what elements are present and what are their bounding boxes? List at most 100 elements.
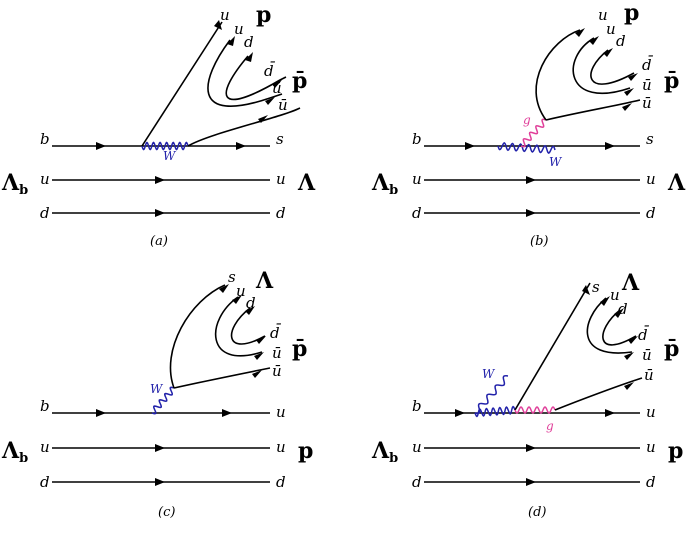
- arrow: [624, 352, 634, 360]
- hadron-label-proton: p: [624, 0, 639, 26]
- quark-label-u: u: [646, 403, 656, 421]
- arrow: [582, 285, 590, 295]
- w-boson-loop: [497, 142, 556, 154]
- quark-label-b: b: [412, 397, 422, 415]
- quark-label-u: u: [606, 20, 616, 38]
- quark-line-u-d-pair: [214, 296, 263, 357]
- w-boson-propagator: [141, 141, 189, 151]
- quark-line-d-dbar-pair: [230, 307, 266, 345]
- arrow: [455, 409, 465, 417]
- hadron-label-lambda-b: Λb: [371, 170, 398, 198]
- arrow: [245, 52, 253, 62]
- hadron-label-antiproton: p̄: [292, 336, 307, 362]
- hadron-label-lambda-b: Λb: [1, 170, 28, 198]
- quark-label-u: u: [646, 438, 656, 456]
- gluon-label: g: [546, 419, 554, 433]
- quark-label-d: d: [276, 473, 286, 491]
- quark-label-ubar: ū: [278, 96, 288, 114]
- quark-label-d: d: [40, 473, 50, 491]
- caption-d: (d): [528, 505, 546, 520]
- arrow: [155, 478, 165, 486]
- arrow: [600, 296, 610, 306]
- diagram-d: b u d u u d s u d d̄ ū ū W g Λ p̄ p Λb (…: [371, 270, 683, 520]
- hadron-label-lambda: Λ: [621, 270, 640, 296]
- quark-label-u: u: [610, 286, 620, 304]
- quark-label-s: s: [592, 278, 600, 296]
- quark-label-d: d: [618, 300, 628, 318]
- quark-label-ubar: ū: [642, 76, 652, 94]
- quark-label-d: d: [40, 204, 50, 222]
- quark-label-u: u: [412, 170, 422, 188]
- hadron-label-lambda: Λ: [297, 170, 316, 196]
- quark-label-d: d: [646, 204, 656, 222]
- quark-label-d: d: [412, 473, 422, 491]
- quark-label-dbar: d̄: [642, 56, 653, 74]
- quark-line-ubar-out: [554, 377, 643, 411]
- quark-line-ubar-out: [173, 367, 271, 389]
- arrow: [526, 478, 536, 486]
- arrow: [96, 409, 106, 417]
- quark-line-d-dbar-pair: [225, 55, 287, 101]
- quark-line-d-dbar-pair: [602, 309, 637, 346]
- quark-line-d-dbar-pair: [590, 49, 635, 85]
- arrow: [628, 336, 638, 344]
- quark-label-d: d: [246, 294, 256, 312]
- diagram-b: b u d s u d u u d d̄ ū ū W g p p̄ Λ Λb (…: [371, 0, 686, 249]
- w-boson-label: W: [150, 382, 164, 396]
- arrow: [155, 444, 165, 452]
- gluon-propagator: [514, 406, 556, 414]
- quark-label-d: d: [412, 204, 422, 222]
- quark-label-u: u: [220, 6, 230, 24]
- quark-label-u: u: [234, 20, 244, 38]
- quark-label-ubar: ū: [272, 362, 282, 380]
- w-boson-label: W: [163, 149, 177, 163]
- quark-label-ubar: ū: [272, 79, 282, 97]
- w-boson-label: W: [549, 155, 563, 169]
- hadron-label-antiproton: p̄: [292, 68, 307, 94]
- quark-label-dbar: d̄: [264, 62, 275, 80]
- arrow: [614, 308, 624, 318]
- arrow: [605, 142, 615, 150]
- arrow: [575, 28, 585, 37]
- quark-label-d: d: [276, 204, 286, 222]
- hadron-label-lambda-b: Λb: [371, 438, 398, 466]
- arrow: [624, 88, 634, 96]
- caption-b: (b): [530, 234, 548, 249]
- arrow: [155, 176, 165, 184]
- quark-label-ubar: ū: [644, 366, 654, 384]
- gluon-label: g: [523, 113, 531, 127]
- quark-label-u: u: [236, 282, 246, 300]
- arrow: [254, 352, 264, 360]
- quark-label-dbar: d̄: [638, 326, 649, 344]
- arrow: [605, 409, 615, 417]
- arrow: [227, 36, 235, 46]
- arrow: [526, 444, 536, 452]
- quark-label-b: b: [40, 130, 50, 148]
- quark-label-ubar: ū: [642, 346, 652, 364]
- arrow: [526, 176, 536, 184]
- quark-line-s-out: [514, 282, 591, 411]
- quark-label-b: b: [412, 130, 422, 148]
- arrow: [155, 209, 165, 217]
- quark-label-s: s: [276, 130, 284, 148]
- w-boson-label: W: [482, 367, 496, 381]
- quark-label-dbar: d̄: [270, 324, 281, 342]
- quark-label-u: u: [40, 170, 50, 188]
- arrow: [256, 336, 266, 344]
- arrow: [232, 295, 242, 304]
- quark-label-d: d: [646, 473, 656, 491]
- arrow: [272, 80, 282, 88]
- quark-label-u: u: [412, 438, 422, 456]
- arrow: [622, 103, 632, 111]
- arrow: [628, 73, 638, 81]
- quark-label-u: u: [598, 6, 608, 24]
- quark-label-s: s: [646, 130, 654, 148]
- w-boson-line: [474, 375, 509, 414]
- arrow: [96, 142, 106, 150]
- diagram-c: b u d u u d s u d d̄ ū ū W Λ p̄ p Λb (c): [1, 268, 313, 520]
- hadron-label-lambda: Λ: [667, 170, 686, 196]
- arrow: [526, 209, 536, 217]
- arrow: [222, 409, 232, 417]
